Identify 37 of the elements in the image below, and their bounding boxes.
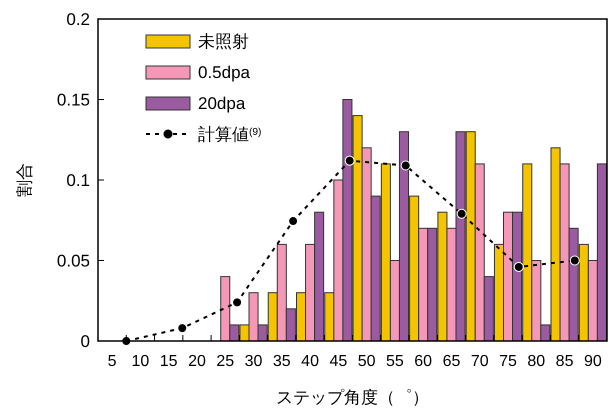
y-axis-title: 割合 (15, 163, 34, 197)
x-tick-label: 15 (160, 353, 178, 370)
x-tick-label: 70 (470, 353, 489, 370)
y-tick-label: 0 (80, 332, 90, 351)
point (514, 262, 524, 272)
point (400, 160, 411, 171)
x-tick-label: 30 (244, 353, 263, 370)
point (177, 323, 188, 334)
x-tick-label: 85 (556, 353, 574, 370)
x-tick-label: 50 (358, 353, 376, 370)
x-tick-label: 65 (442, 353, 460, 370)
legend-label: 計算値$^{(9)}$ (198, 124, 262, 144)
x-tick-label: 35 (272, 353, 291, 370)
x-tick-label: 10 (132, 353, 150, 370)
x-tick-label: 80 (527, 353, 546, 370)
x-tick-label: 55 (386, 353, 404, 370)
x-tick-label: 25 (216, 353, 234, 370)
x-tick-label: 90 (584, 353, 602, 370)
x-tick-label: 20 (188, 353, 206, 370)
legend-label: 0.5dpa (198, 62, 251, 82)
x-tick-label: 40 (301, 353, 320, 370)
point (344, 156, 355, 166)
point (232, 297, 242, 308)
x-axis-title: ステップ角度（゜） (276, 388, 429, 407)
point (288, 216, 298, 226)
y-tick-label: 0.05 (56, 251, 90, 270)
point (570, 256, 580, 266)
x-tick-label: 75 (499, 353, 518, 370)
point (456, 208, 467, 219)
legend-label: 未照射 (198, 32, 249, 51)
x-tick-label: 60 (414, 353, 432, 370)
x-tick-label: 45 (329, 353, 348, 370)
legend-label: 20dpa (198, 94, 246, 113)
y-tick-label: 0.15 (56, 90, 90, 110)
x-tick-label: 5 (108, 353, 117, 370)
y-tick-label: 0.1 (66, 170, 90, 190)
y-tick-label: 0.2 (66, 10, 90, 29)
